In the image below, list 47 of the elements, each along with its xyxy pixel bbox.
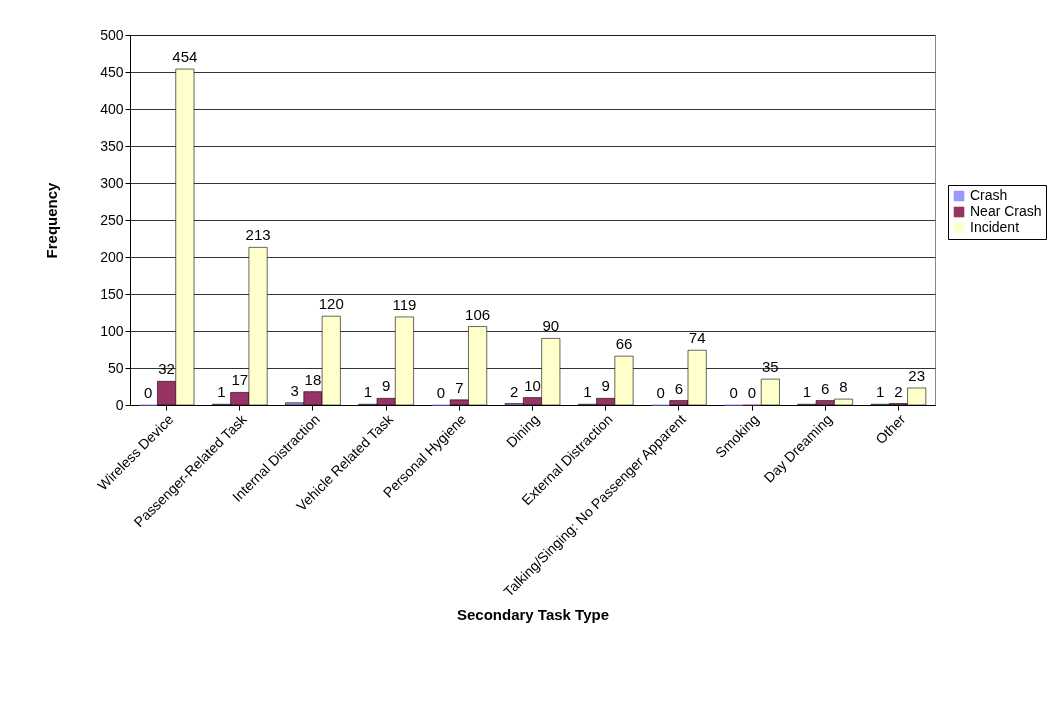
y-tick-label: 350	[100, 137, 124, 154]
data-label: 454	[172, 48, 198, 66]
data-label: 0	[656, 384, 665, 401]
data-label: 1	[363, 383, 373, 401]
y-tick-label: 150	[100, 285, 124, 302]
data-label: 213	[245, 226, 271, 244]
data-label: 106	[465, 305, 491, 323]
data-label: 3	[290, 381, 299, 399]
data-label: 66	[615, 335, 633, 353]
y-tick-label: 500	[100, 26, 124, 43]
legend-label: Near Crash	[970, 203, 1042, 219]
legend-label: Crash	[970, 187, 1008, 203]
y-tick-label: 250	[100, 211, 124, 228]
data-label: 1	[217, 383, 226, 401]
data-label: 23	[908, 366, 926, 384]
data-label: 1	[875, 383, 885, 401]
data-label: 120	[318, 295, 344, 313]
data-label: 17	[231, 371, 249, 389]
data-label: 119	[392, 295, 417, 313]
data-label: 9	[381, 377, 391, 395]
data-label: 7	[455, 378, 464, 396]
data-label: 0	[144, 384, 153, 401]
data-label: 6	[821, 379, 830, 397]
y-tick-label: 400	[100, 100, 124, 117]
data-label: 9	[601, 377, 610, 395]
data-label: 1	[802, 383, 812, 401]
data-label: 2	[510, 382, 519, 400]
data-label: 90	[542, 317, 560, 335]
data-label: 8	[839, 378, 848, 396]
legend-label: Incident	[970, 219, 1020, 235]
data-label: 74	[688, 329, 706, 347]
y-tick-label: 100	[100, 322, 124, 339]
y-tick-label: 200	[100, 248, 124, 265]
data-label: 1	[583, 383, 592, 401]
data-label: 18	[304, 370, 322, 388]
y-axis-title: Frequency	[43, 181, 61, 259]
data-label: 2	[894, 382, 903, 400]
data-label: 10	[524, 376, 541, 394]
y-tick-label: 450	[100, 63, 124, 80]
y-tick-label: 0	[115, 396, 124, 413]
data-label: 6	[674, 379, 684, 397]
data-label: 0	[747, 384, 757, 401]
data-label: 0	[729, 384, 738, 401]
y-tick-label: 50	[107, 359, 124, 376]
x-axis-title: Secondary Task Type	[456, 606, 610, 624]
data-label: 0	[436, 384, 446, 401]
y-tick-label: 300	[100, 174, 124, 191]
